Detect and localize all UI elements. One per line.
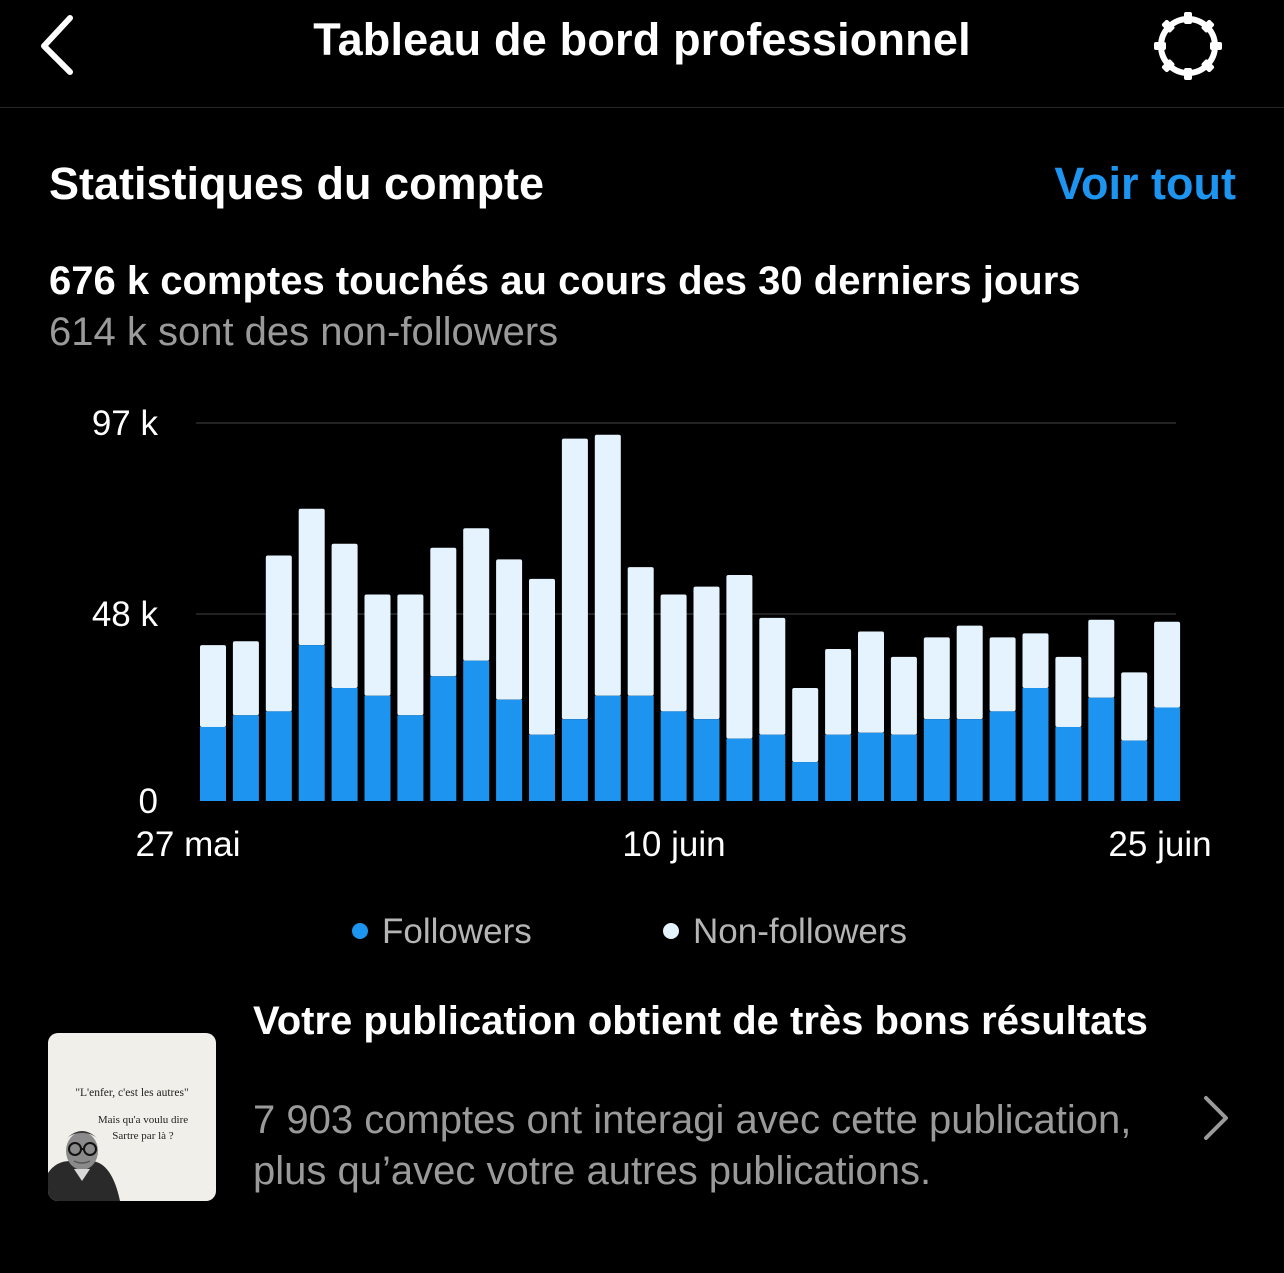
see-all-link[interactable]: Voir tout [1054,158,1236,209]
x-tick-label: 27 mai [135,825,240,864]
bar-followers [496,699,523,801]
bar-non-followers [792,687,819,763]
bar-followers [232,715,259,801]
bar-non-followers [232,641,259,716]
bar-non-followers [627,567,654,696]
accounts-reached-chart: 97 k 48 k 0 27 mai 10 juin 25 juin [92,404,1212,864]
section-title: Statistiques du compte [49,158,545,209]
bar-non-followers [1055,656,1082,727]
bar-non-followers [956,625,983,720]
back-arrow-icon[interactable] [30,8,90,78]
bar-non-followers [923,637,950,720]
thumbnail-quote: "L'enfer, c'est les autres" [75,1087,189,1099]
bar-non-followers [265,555,292,712]
bar-non-followers [890,656,917,735]
reach-subline: 614 k sont des non-followers [49,310,559,354]
bar-non-followers [496,559,523,700]
portrait-photo [48,1131,120,1201]
bar-non-followers [298,508,325,646]
bar-followers [1088,697,1115,801]
bar-non-followers [693,586,720,720]
bar-followers [660,711,687,801]
bar-followers [1022,687,1049,801]
legend-followers-dot [352,922,368,939]
legend-non-followers: Non-followers [663,912,907,952]
bar-non-followers [463,528,490,661]
page-title: Tableau de bord professionnel [313,14,971,65]
bar-followers [1154,707,1181,801]
bar-followers [561,719,588,801]
bar-non-followers [364,594,391,696]
bar-non-followers [726,574,753,739]
bar-followers [200,726,226,801]
x-tick-label: 10 juin [622,825,725,864]
bar-non-followers [825,649,852,735]
bar-non-followers [1022,633,1049,688]
bar-non-followers [1088,619,1115,698]
legend-followers-label: Followers [382,912,532,951]
post-insight-title: Votre publication obtient de très bons r… [253,999,1148,1043]
legend-non-followers-dot [663,922,679,939]
bar-followers [923,719,950,801]
x-tick-label: 25 juin [1108,825,1211,864]
post-insight-description: 7 903 comptes ont interagi avec cette pu… [253,1098,1132,1193]
bar-followers [890,734,917,801]
bar-followers [858,732,884,801]
bar-followers [759,734,786,801]
chevron-right-icon[interactable] [1196,1093,1236,1143]
bar-followers [298,645,325,801]
bar-followers [1121,740,1148,801]
bar-non-followers [1154,621,1181,708]
top-bar: Tableau de bord professionnel [0,0,1284,108]
bar-followers [397,715,424,801]
bar-followers [364,695,391,801]
bar-followers [594,695,621,801]
bar-followers [529,734,555,801]
thumbnail-question-line2: Sartre par là ? [112,1130,174,1142]
bar-non-followers [200,645,226,727]
bar-followers [627,695,654,801]
settings-gear-icon[interactable] [1146,10,1230,82]
y-tick-label: 48 k [92,595,159,634]
bar-non-followers [397,594,424,716]
thumbnail-question-line1: Mais qu'a voulu dire [97,1114,189,1126]
bar-followers [825,734,852,801]
bar-non-followers [561,438,588,720]
bar-non-followers [660,594,687,712]
bar-followers [265,711,292,801]
post-thumbnail: "L'enfer, c'est les autres" Mais qu'a vo… [48,1033,216,1201]
y-tick-label: 97 k [92,404,159,443]
bar-non-followers [430,547,457,677]
bar-followers [989,711,1016,801]
y-tick-label: 0 [139,782,158,821]
bar-non-followers [594,434,621,696]
top-post-card[interactable]: "L'enfer, c'est les autres" Mais qu'a vo… [0,985,1284,1255]
legend-non-followers-label: Non-followers [693,912,907,951]
bar-followers [792,762,819,801]
legend-followers: Followers [352,912,532,952]
bar-followers [956,719,983,801]
reach-headline: 676 k comptes touchés au cours des 30 de… [49,259,1081,303]
bar-followers [726,738,753,801]
bar-non-followers [331,543,358,688]
bar-followers [463,660,490,801]
bar-followers [693,719,720,801]
bar-followers [430,676,457,801]
bar-non-followers [858,631,884,733]
bar-non-followers [759,617,786,735]
bar-followers [331,687,358,801]
bar-non-followers [989,637,1016,712]
bar-followers [1055,726,1082,801]
bar-non-followers [529,578,555,735]
bar-non-followers [1121,672,1148,741]
